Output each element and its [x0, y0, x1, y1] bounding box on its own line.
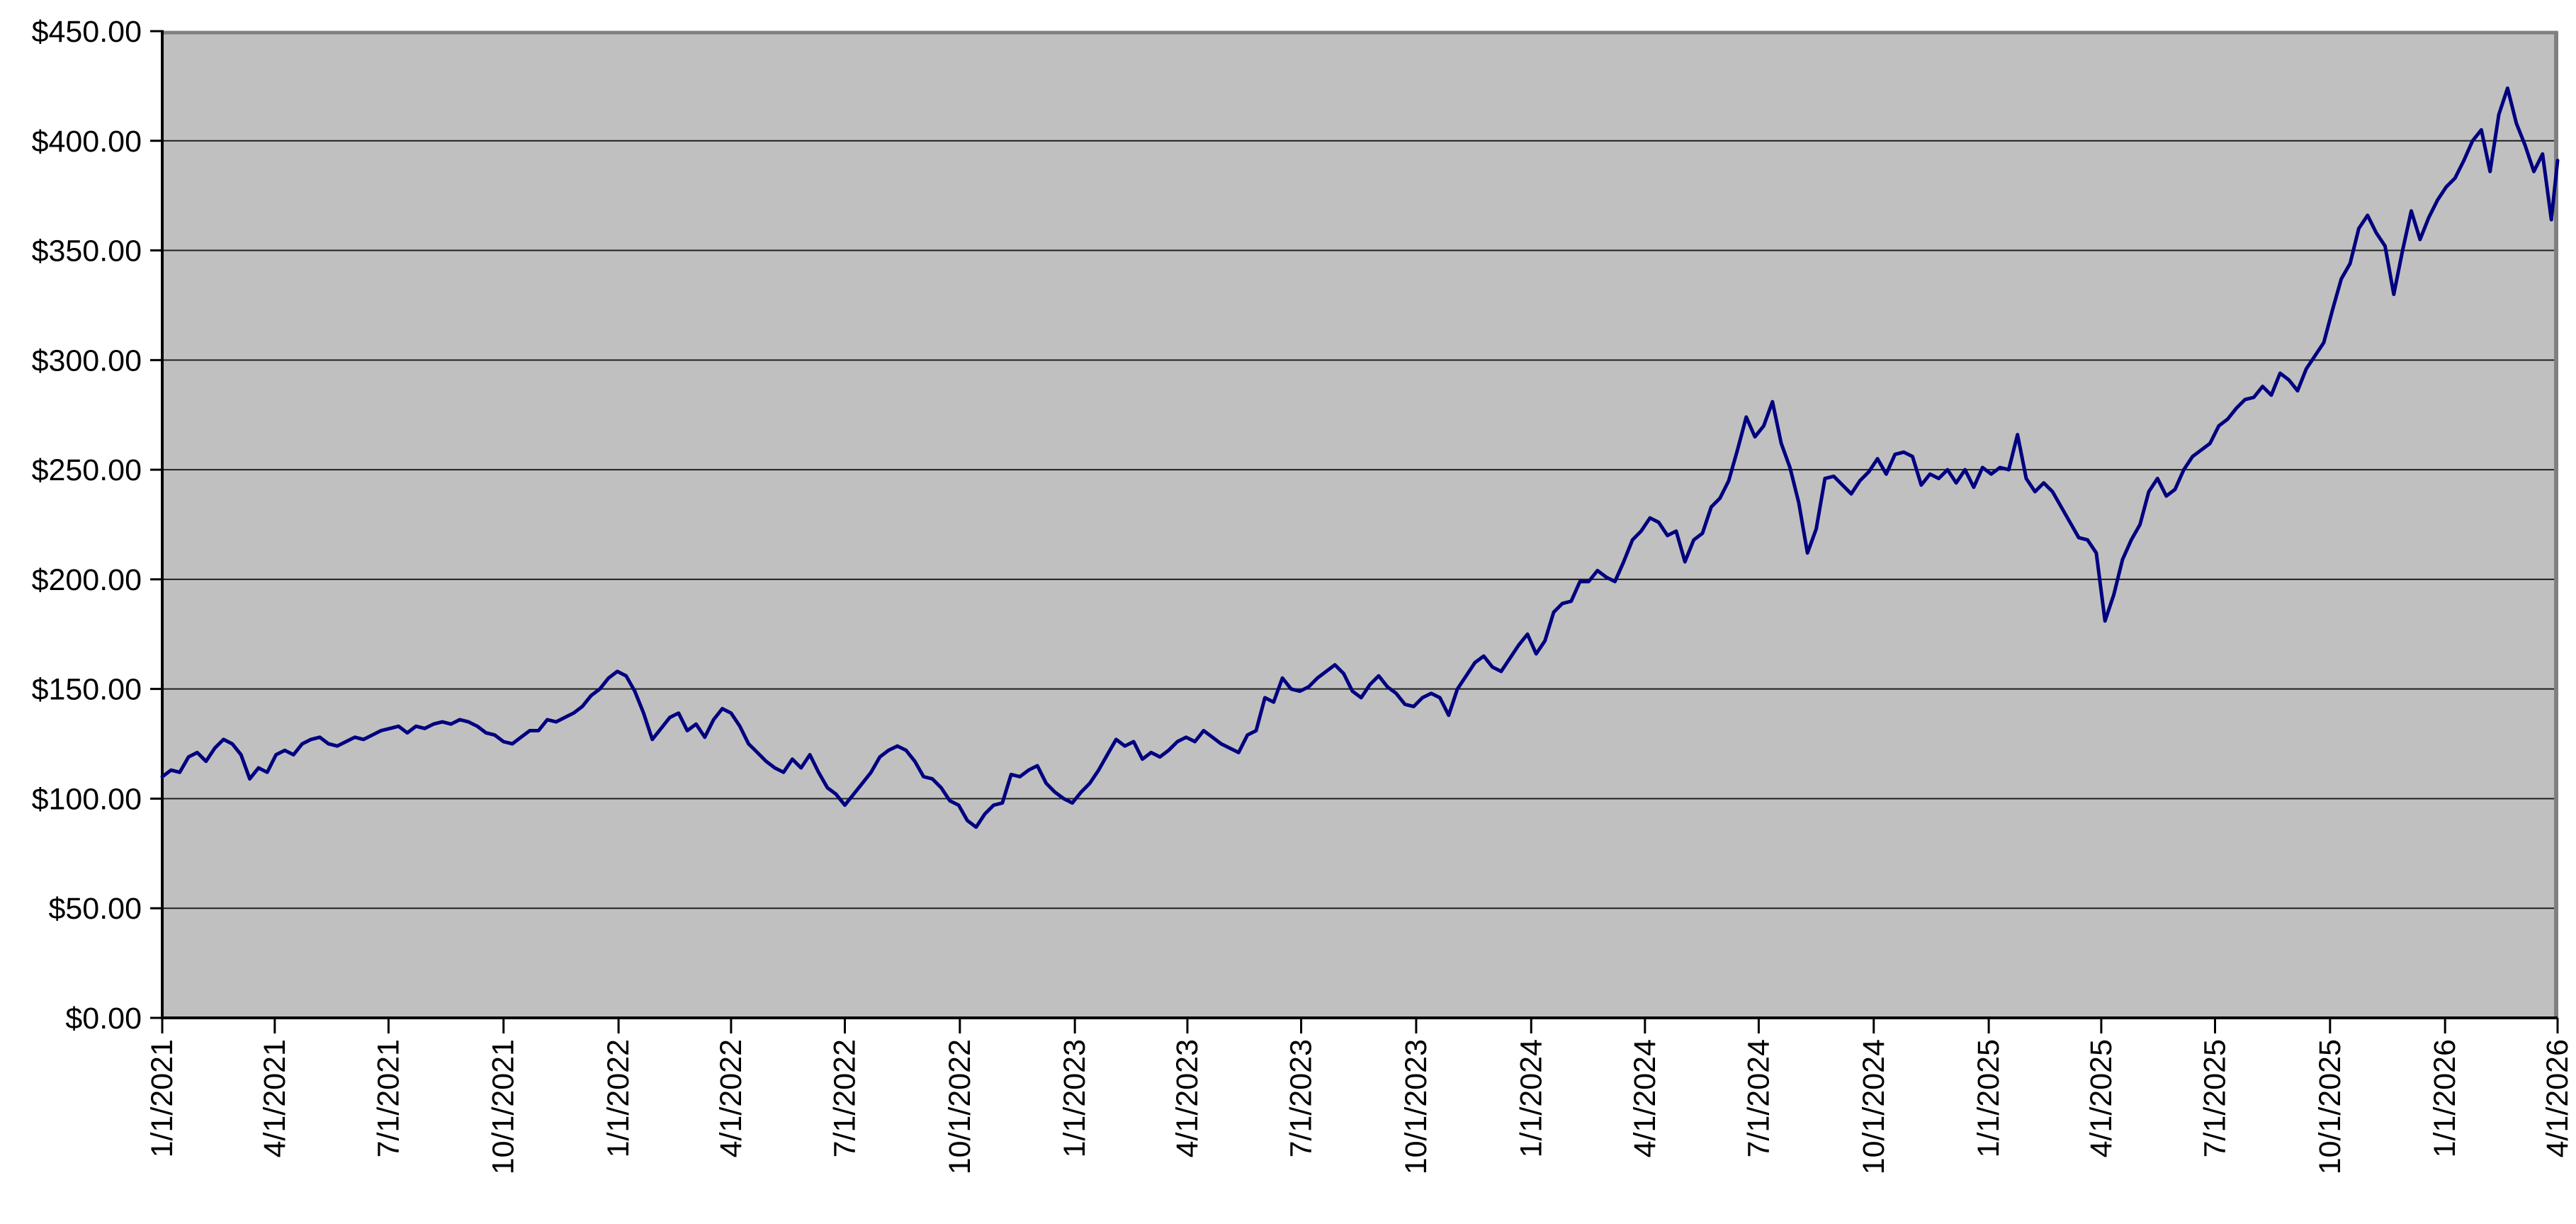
- x-axis-label: 10/1/2023: [1399, 1039, 1433, 1174]
- x-axis-label: 10/1/2021: [487, 1039, 521, 1174]
- x-axis-label: 1/1/2025: [1972, 1039, 2006, 1157]
- x-axis-label: 1/1/2021: [145, 1039, 179, 1157]
- price-line-series: [160, 86, 2560, 829]
- y-axis-label: $300.00: [32, 344, 142, 378]
- x-axis-label: 4/1/2024: [1628, 1039, 1662, 1157]
- x-axis-label: 7/1/2022: [827, 1039, 862, 1157]
- y-axis-label: $350.00: [32, 234, 142, 268]
- x-axis-label: 10/1/2025: [2313, 1039, 2347, 1174]
- y-axis-label: $150.00: [32, 673, 142, 707]
- x-axis-label: 7/1/2023: [1284, 1039, 1318, 1157]
- x-axis-label: 1/1/2023: [1058, 1039, 1092, 1157]
- x-axis-label: 10/1/2024: [1857, 1039, 1891, 1174]
- y-axis-label: $50.00: [48, 892, 142, 926]
- y-axis-label: $200.00: [32, 563, 142, 597]
- x-axis-label: 4/1/2026: [2541, 1039, 2575, 1157]
- x-axis-label: 1/1/2022: [601, 1039, 635, 1157]
- x-axis-label: 4/1/2021: [258, 1039, 292, 1157]
- x-axis-label: 7/1/2025: [2198, 1039, 2232, 1157]
- x-axis-label: 1/1/2026: [2428, 1039, 2462, 1157]
- y-axis-label: $400.00: [32, 125, 142, 159]
- y-axis-label: $250.00: [32, 453, 142, 487]
- x-axis-label: 10/1/2022: [943, 1039, 977, 1174]
- y-axis-label: $100.00: [32, 782, 142, 816]
- x-axis-label: 4/1/2022: [714, 1039, 748, 1157]
- x-axis-label: 4/1/2025: [2084, 1039, 2118, 1157]
- y-axis-label: $0.00: [65, 1002, 142, 1036]
- x-axis-label: 7/1/2021: [371, 1039, 405, 1157]
- x-axis-label: 4/1/2023: [1170, 1039, 1204, 1157]
- plot-area: [162, 31, 2558, 1018]
- x-axis-label: 1/1/2024: [1514, 1039, 1548, 1157]
- y-axis-label: $450.00: [32, 15, 142, 49]
- x-axis-label: 7/1/2024: [1741, 1039, 1775, 1157]
